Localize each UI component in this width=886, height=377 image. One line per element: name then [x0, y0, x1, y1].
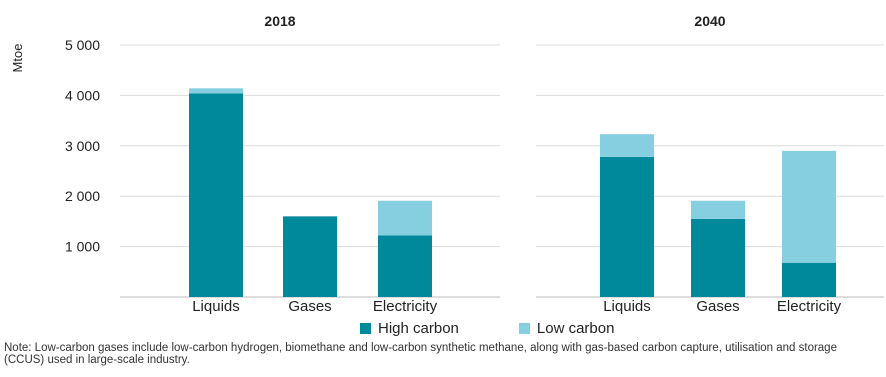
bar-high-carbon	[189, 93, 243, 297]
legend-label-high-carbon: High carbon	[378, 320, 459, 337]
chart-legend: High carbon Low carbon	[360, 320, 614, 337]
x-tick-label: Gases	[288, 298, 331, 315]
bar-low-carbon	[600, 134, 654, 157]
y-tick-label: 1 000	[65, 239, 100, 255]
panel-title: 2018	[264, 13, 295, 29]
bar-high-carbon	[691, 218, 745, 297]
legend-item-low-carbon: Low carbon	[518, 320, 615, 337]
x-tick-label: Gases	[696, 298, 739, 315]
y-tick-label: 4 000	[65, 87, 100, 103]
legend-swatch-low-carbon	[518, 323, 530, 334]
bar-high-carbon	[378, 235, 432, 297]
bar-low-carbon	[691, 200, 745, 219]
bar-high-carbon	[283, 216, 337, 297]
x-tick-label: Liquids	[603, 298, 651, 315]
bar-high-carbon	[782, 262, 836, 297]
y-axis-label: Mtoe	[10, 44, 25, 73]
legend-item-high-carbon: High carbon	[360, 320, 459, 337]
panel-title: 2040	[694, 13, 725, 29]
y-tick-label: 3 000	[65, 138, 100, 154]
bar-high-carbon	[600, 156, 654, 297]
x-tick-label: Liquids	[192, 298, 240, 315]
stacked-bar-chart: Mtoe 1 000 2 000 3 000 4 000 5 000 2018 Liquids…	[10, 13, 884, 315]
legend-swatch-high-carbon	[360, 323, 371, 334]
bar-low-carbon	[782, 150, 836, 263]
x-tick-label: Electricity	[373, 298, 438, 315]
bar-low-carbon	[378, 200, 432, 236]
x-tick-label: Electricity	[777, 298, 842, 315]
y-tick-label: 5 000	[65, 37, 100, 53]
y-tick-label: 2 000	[65, 188, 100, 204]
legend-label-low-carbon: Low carbon	[536, 320, 615, 337]
chart-note: Note: Low-carbon gases include low-carbo…	[4, 342, 837, 366]
bar-low-carbon	[189, 88, 243, 94]
